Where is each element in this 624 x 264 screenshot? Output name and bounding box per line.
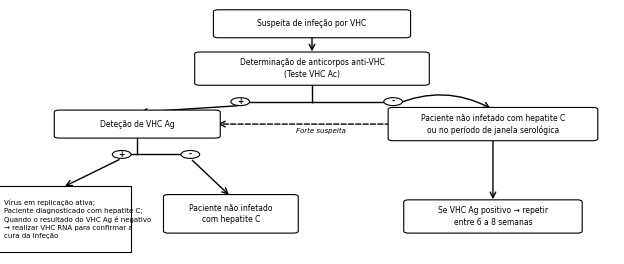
Text: Se VHC Ag positivo → repetir
entre 6 a 8 semanas: Se VHC Ag positivo → repetir entre 6 a 8… xyxy=(438,206,548,227)
Text: Determinação de anticorpos anti-VHC
(Teste VHC Ac): Determinação de anticorpos anti-VHC (Tes… xyxy=(240,58,384,79)
Circle shape xyxy=(384,98,402,106)
FancyBboxPatch shape xyxy=(195,52,429,85)
Text: +: + xyxy=(237,97,243,106)
Text: Forte suspeita: Forte suspeita xyxy=(296,128,346,134)
Circle shape xyxy=(231,98,250,106)
FancyBboxPatch shape xyxy=(163,195,298,233)
Circle shape xyxy=(112,150,131,158)
Text: Paciente não infetado com hepatite C
ou no período de janela serológica: Paciente não infetado com hepatite C ou … xyxy=(421,114,565,135)
Text: Deteção de VHC Ag: Deteção de VHC Ag xyxy=(100,120,175,129)
Text: Paciente não infetado
com hepatite C: Paciente não infetado com hepatite C xyxy=(189,204,273,224)
FancyBboxPatch shape xyxy=(213,10,411,38)
FancyBboxPatch shape xyxy=(388,107,598,141)
Circle shape xyxy=(181,150,200,158)
FancyBboxPatch shape xyxy=(404,200,582,233)
FancyBboxPatch shape xyxy=(54,110,220,138)
Text: Vírus em replicação ativa;
Paciente diagnosticado com hepatite C;
Quando o resul: Vírus em replicação ativa; Paciente diag… xyxy=(4,200,152,239)
Text: -: - xyxy=(391,97,395,106)
Text: Suspeita de infeção por VHC: Suspeita de infeção por VHC xyxy=(257,19,367,28)
Text: -: - xyxy=(188,150,192,159)
FancyBboxPatch shape xyxy=(0,186,131,252)
Text: +: + xyxy=(119,150,125,159)
